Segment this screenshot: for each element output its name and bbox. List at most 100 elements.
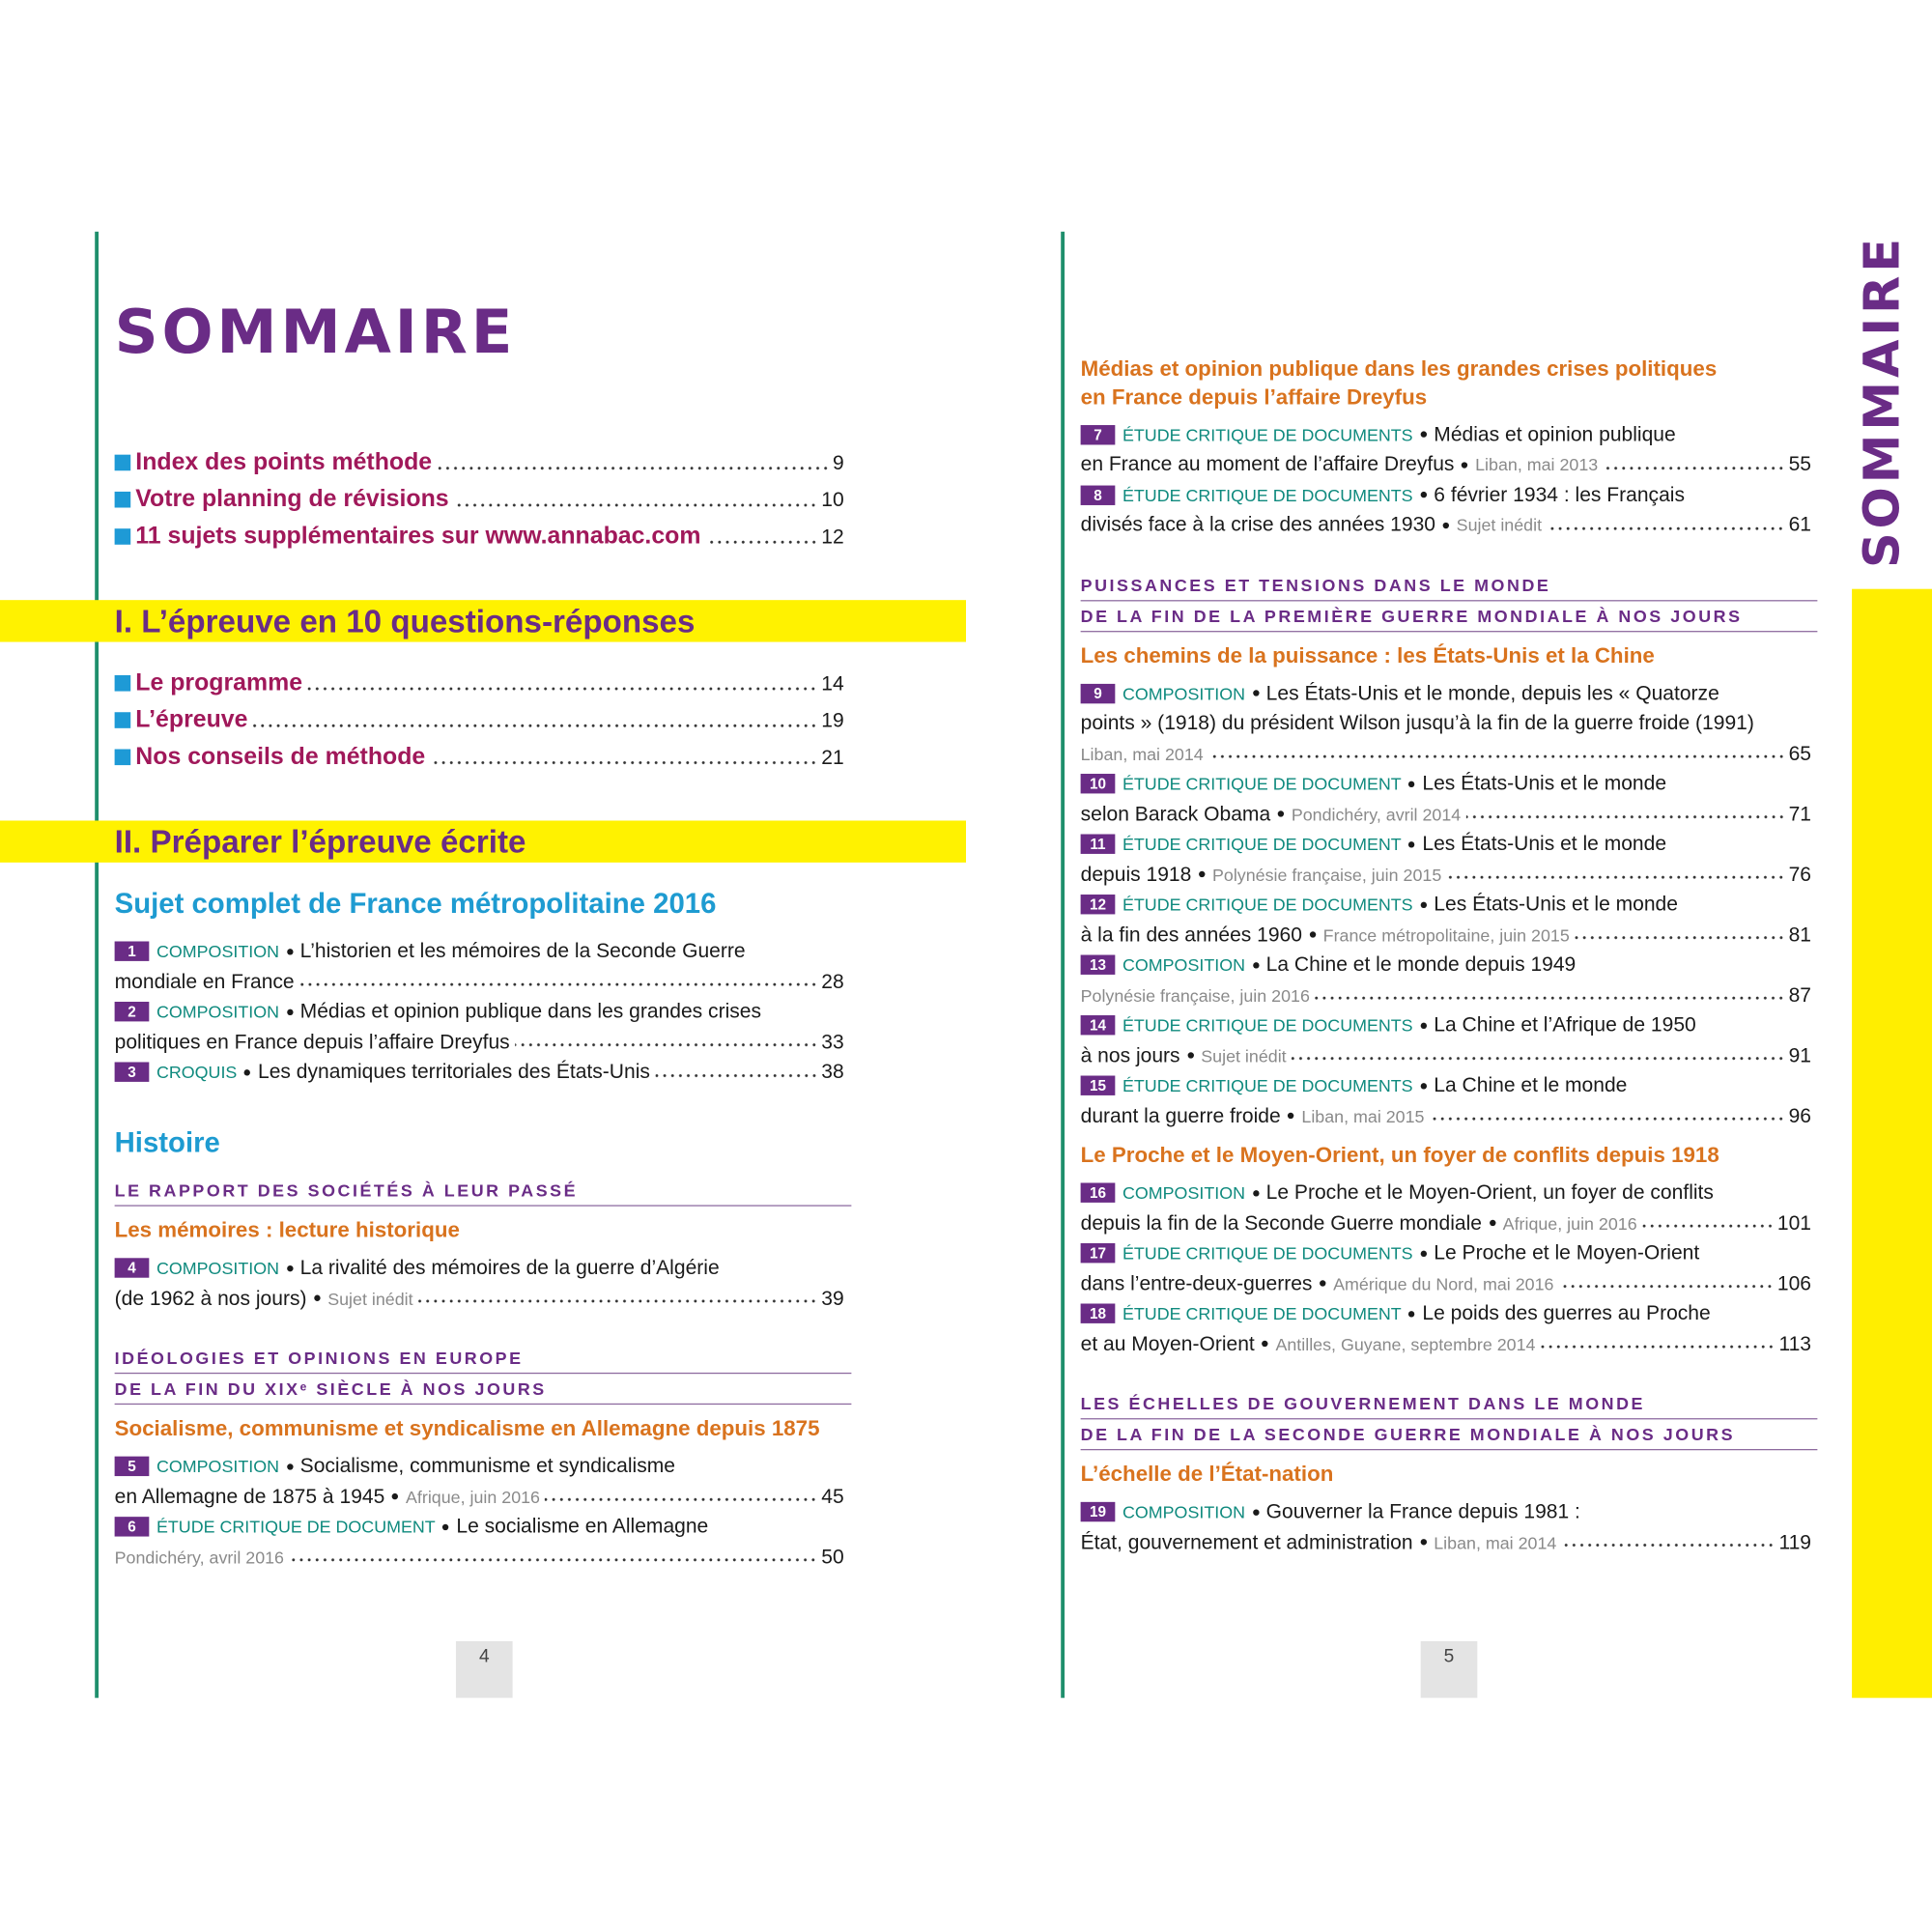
right-page: Médias et opinion publique dans les gran… bbox=[1080, 301, 1818, 1558]
link-label: Le programme bbox=[135, 668, 303, 696]
entry-number: 13 bbox=[1080, 954, 1116, 976]
entry-line: dans l’entre-deux-guerres Amérique du Nor… bbox=[1081, 1268, 1811, 1298]
entry-text: 6 février 1934 : les Français bbox=[1434, 483, 1685, 506]
dot-leader bbox=[1446, 874, 1785, 880]
entry-text: Le socialisme en Allemagne bbox=[456, 1515, 709, 1538]
section-heading: Histoire bbox=[114, 1125, 220, 1158]
entry-list: 4 COMPOSITION La rivalité des mémoires de … bbox=[114, 1253, 844, 1314]
entry-text: État, gouvernement et administration bbox=[1080, 1530, 1413, 1553]
entry-text: Le poids des guerres au Proche bbox=[1422, 1302, 1711, 1325]
exam-source: Liban, mai 2013 bbox=[1475, 454, 1599, 475]
bullet bbox=[1252, 690, 1260, 696]
dot-leader bbox=[307, 686, 818, 692]
bullet-square bbox=[114, 674, 131, 691]
exam-source: Liban, mai 2014 bbox=[1080, 743, 1204, 764]
entry-line: 11 ÉTUDE CRITIQUE DE DOCUMENT Les États-Un… bbox=[1080, 829, 1811, 859]
exercise-type: COMPOSITION bbox=[156, 1258, 279, 1278]
entry-text: L’historien et les mémoires de la Second… bbox=[299, 940, 746, 963]
entry-text: depuis la fin de la Seconde Guerre mondi… bbox=[1080, 1211, 1482, 1235]
bullet bbox=[1198, 871, 1206, 878]
exercise-type: COMPOSITION bbox=[1122, 954, 1245, 975]
bullet-square bbox=[114, 711, 131, 728]
entry-text: à la fin des années 1960 bbox=[1080, 923, 1302, 946]
entry-line: Polynésie française, juin 2016 87 bbox=[1081, 980, 1811, 1010]
entry-line: selon Barack Obama Pondichéry, avril 2014… bbox=[1081, 799, 1811, 829]
exercise-type: ÉTUDE CRITIQUE DE DOCUMENTS bbox=[1122, 1242, 1413, 1264]
page-ref: 33 bbox=[821, 1030, 844, 1053]
entry-number: 8 bbox=[1080, 485, 1116, 505]
toc-entry: 6 ÉTUDE CRITIQUE DE DOCUMENT Le socialisme… bbox=[114, 1512, 844, 1573]
link-list: Index des points méthode 9 Votre planning … bbox=[114, 443, 844, 554]
bullet bbox=[1288, 1113, 1294, 1120]
entry-line: politiques en France depuis l’affaire Dr… bbox=[115, 1027, 844, 1057]
toc-entry: 7 ÉTUDE CRITIQUE DE DOCUMENTS Médias et op… bbox=[1080, 419, 1811, 480]
toc-entry: 4 COMPOSITION La rivalité des mémoires de … bbox=[114, 1253, 844, 1314]
entry-number: 9 bbox=[1080, 683, 1116, 703]
entry-number: 12 bbox=[1080, 895, 1116, 915]
theme-line: LES ÉCHELLES DE GOUVERNEMENT DANS LE MON… bbox=[1080, 1388, 1818, 1420]
toc-entry: 12 ÉTUDE CRITIQUE DE DOCUMENTS Les États-U… bbox=[1080, 890, 1811, 950]
page-ref: 39 bbox=[821, 1287, 844, 1310]
bullet bbox=[314, 1294, 321, 1302]
link-label: 11 sujets supplémentaires sur www.annaba… bbox=[135, 522, 701, 550]
entry-number: 2 bbox=[114, 1002, 150, 1022]
exercise-type: ÉTUDE CRITIQUE DE DOCUMENTS bbox=[1122, 484, 1413, 505]
toc-entry: 19 COMPOSITION Gouverner la France depuis … bbox=[1080, 1497, 1811, 1558]
entry-line: en France au moment de l’affaire Dreyfus… bbox=[1081, 450, 1811, 480]
entry-line: 19 COMPOSITION Gouverner la France depuis … bbox=[1080, 1497, 1811, 1527]
section-heading: Sujet complet de France métropolitaine 2… bbox=[114, 887, 717, 920]
dot-leader bbox=[545, 1496, 818, 1502]
link-label: Votre planning de révisions bbox=[135, 485, 449, 513]
entry-line: 2 COMPOSITION Médias et opinion publique d… bbox=[114, 997, 844, 1027]
theme-heading: LE RAPPORT DES SOCIÉTÉS À LEUR PASSÉ bbox=[114, 1176, 852, 1207]
entry-line: en Allemagne de 1875 à 1945 Afrique, juin… bbox=[115, 1482, 844, 1512]
exam-source: Afrique, juin 2016 bbox=[1502, 1212, 1637, 1234]
exercise-type: COMPOSITION bbox=[1122, 1182, 1245, 1203]
entry-number: 3 bbox=[114, 1062, 150, 1083]
entry-line: 8 ÉTUDE CRITIQUE DE DOCUMENTS 6 février 19… bbox=[1080, 480, 1811, 510]
entry-line: 17 ÉTUDE CRITIQUE DE DOCUMENTS Le Proche e… bbox=[1080, 1238, 1811, 1268]
bullet bbox=[1262, 1341, 1268, 1348]
dot-leader bbox=[453, 502, 818, 508]
toc-entry: 8 ÉTUDE CRITIQUE DE DOCUMENTS 6 février 19… bbox=[1080, 480, 1811, 540]
exercise-type: ÉTUDE CRITIQUE DE DOCUMENT bbox=[156, 1517, 436, 1537]
entry-text: Les dynamiques territoriales des États-U… bbox=[258, 1061, 650, 1084]
theme-line: DE LA FIN DU XIXᵉ SIÈCLE À NOS JOURS bbox=[114, 1374, 852, 1406]
entry-list: 1 COMPOSITION L’historien et les mémoires … bbox=[114, 936, 844, 1087]
entry-list: 19 COMPOSITION Gouverner la France depuis … bbox=[1080, 1497, 1811, 1558]
entry-line: depuis 1918 Polynésie française, juin 201… bbox=[1081, 860, 1811, 890]
dot-leader bbox=[252, 723, 818, 728]
page-ref: 81 bbox=[1788, 923, 1811, 946]
chapter-heading: Les chemins de la puissance : les États-… bbox=[1081, 641, 1811, 669]
exam-source: Polynésie française, juin 2016 bbox=[1080, 984, 1310, 1006]
bullet bbox=[1408, 840, 1415, 848]
bullet-square bbox=[114, 527, 131, 545]
exercise-type: COMPOSITION bbox=[156, 1001, 279, 1022]
exam-source: Amérique du Nord, mai 2016 bbox=[1333, 1273, 1554, 1293]
entry-text: La Chine et l’Afrique de 1950 bbox=[1434, 1013, 1696, 1037]
exam-source: Sujet inédit bbox=[1201, 1045, 1287, 1065]
bullet bbox=[1309, 931, 1317, 938]
entry-line: 13 COMPOSITION La Chine et le monde depuis… bbox=[1080, 950, 1811, 980]
exam-source: Sujet inédit bbox=[327, 1288, 413, 1308]
entry-text: dans l’entre-deux-guerres bbox=[1080, 1271, 1313, 1294]
page-ref: 91 bbox=[1788, 1043, 1811, 1066]
entry-line: 16 COMPOSITION Le Proche et le Moyen-Orien… bbox=[1080, 1178, 1811, 1208]
entry-text: Le Proche et le Moyen-Orient, un foyer d… bbox=[1265, 1181, 1714, 1205]
page-ref: 71 bbox=[1788, 802, 1811, 825]
toc-link: Index des points méthode 9 bbox=[114, 443, 844, 480]
page-number-box: 4 bbox=[455, 1640, 513, 1698]
entry-text: divisés face à la crise des années 1930 bbox=[1080, 513, 1435, 536]
entry-number: 19 bbox=[1080, 1502, 1116, 1522]
entry-line: et au Moyen-Orient Antilles, Guyane, sept… bbox=[1081, 1329, 1811, 1359]
dot-leader bbox=[1429, 1116, 1785, 1122]
entry-line: Liban, mai 2014 65 bbox=[1081, 739, 1811, 769]
bullet bbox=[1408, 781, 1415, 787]
theme-line: DE LA FIN DE LA PREMIÈRE GUERRE MONDIALE… bbox=[1080, 601, 1818, 632]
exam-source: Afrique, juin 2016 bbox=[406, 1486, 540, 1507]
bullet bbox=[1277, 810, 1285, 817]
dot-leader bbox=[1465, 814, 1785, 820]
toc-entry: 15 ÉTUDE CRITIQUE DE DOCUMENTS La Chine et… bbox=[1080, 1070, 1811, 1131]
